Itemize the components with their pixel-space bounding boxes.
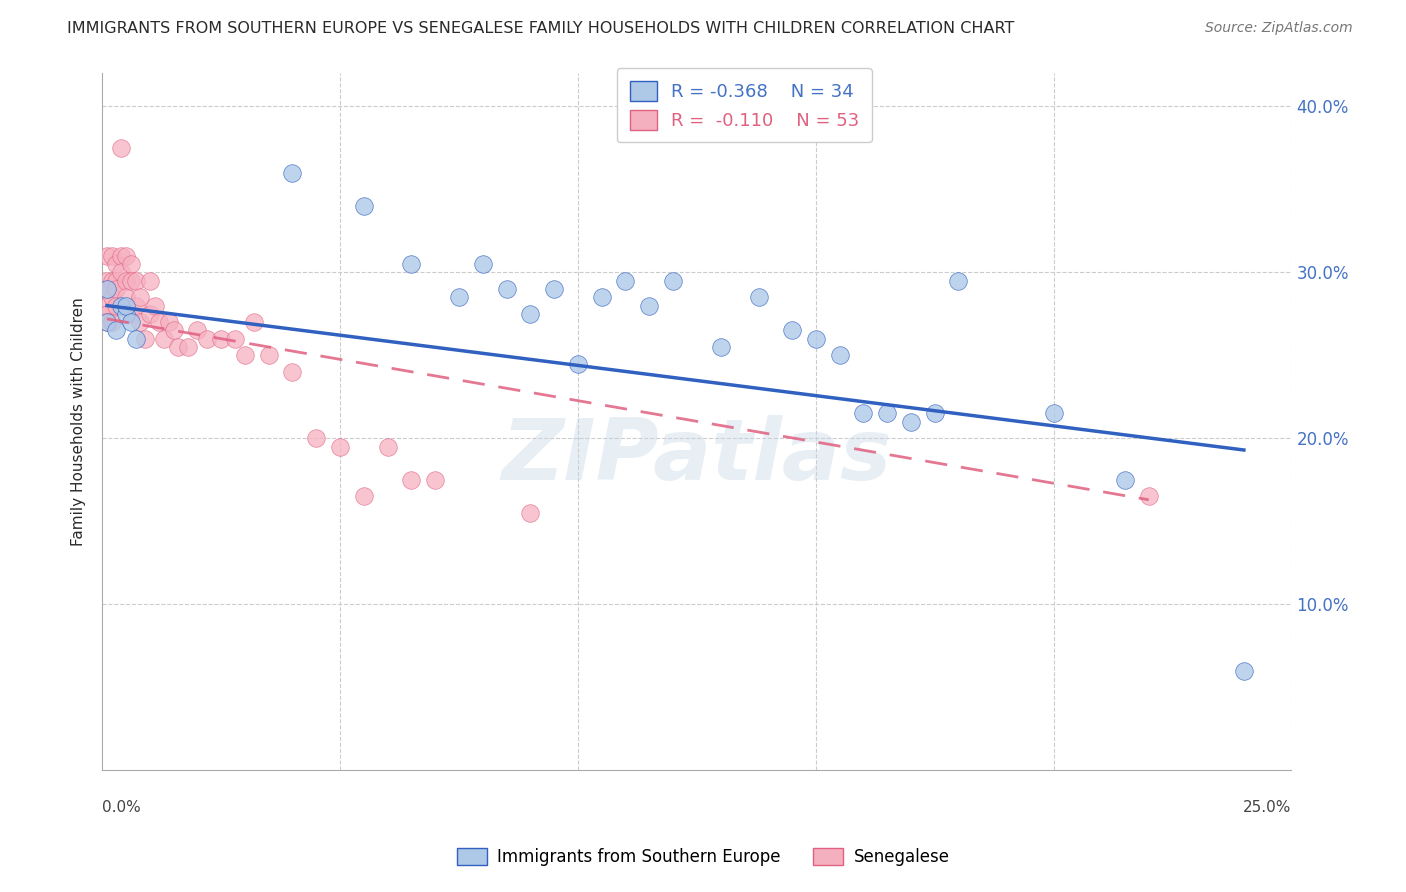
Point [233, 348, 256, 362]
Text: ZIPatlas: ZIPatlas [502, 415, 891, 498]
Point [139, 307, 162, 321]
Point [143, 299, 166, 313]
Point [96, 249, 118, 263]
Point [329, 440, 352, 454]
Point [638, 299, 661, 313]
Point [105, 324, 128, 338]
Point [224, 332, 246, 346]
Point [243, 315, 266, 329]
Point [425, 473, 447, 487]
Point [105, 274, 128, 288]
Point [120, 274, 142, 288]
Point [662, 274, 685, 288]
Point [519, 506, 541, 520]
Point [105, 257, 128, 271]
Point [447, 290, 470, 304]
Point [614, 274, 637, 288]
Point [186, 324, 208, 338]
Point [110, 141, 132, 155]
Point [100, 315, 122, 329]
Legend: Immigrants from Southern Europe, Senegalese: Immigrants from Southern Europe, Senegal… [450, 841, 956, 873]
Point [162, 324, 184, 338]
Point [1233, 664, 1256, 678]
Point [828, 348, 851, 362]
Point [305, 431, 328, 445]
Text: Source: ZipAtlas.com: Source: ZipAtlas.com [1205, 21, 1353, 36]
Text: IMMIGRANTS FROM SOUTHERN EUROPE VS SENEGALESE FAMILY HOUSEHOLDS WITH CHILDREN CO: IMMIGRANTS FROM SOUTHERN EUROPE VS SENEG… [67, 21, 1015, 37]
Point [124, 299, 146, 313]
Point [96, 307, 118, 321]
Point [209, 332, 232, 346]
Point [167, 340, 190, 354]
Point [780, 324, 803, 338]
Point [124, 274, 146, 288]
Point [377, 440, 399, 454]
Point [543, 282, 565, 296]
Point [115, 299, 138, 313]
Point [591, 290, 613, 304]
Point [100, 249, 122, 263]
Point [852, 407, 875, 421]
Point [567, 357, 589, 371]
Point [139, 274, 162, 288]
Point [120, 257, 142, 271]
Point [115, 274, 138, 288]
Point [519, 307, 541, 321]
Point [900, 415, 922, 429]
Point [96, 315, 118, 329]
Point [115, 307, 138, 321]
Point [876, 407, 898, 421]
Point [710, 340, 733, 354]
Point [100, 274, 122, 288]
Point [110, 265, 132, 279]
Point [96, 299, 118, 313]
Point [471, 257, 494, 271]
Point [110, 299, 132, 313]
Point [100, 290, 122, 304]
Point [129, 290, 152, 304]
Point [924, 407, 946, 421]
Point [353, 199, 375, 213]
Point [115, 290, 138, 304]
Point [134, 332, 156, 346]
Point [129, 315, 152, 329]
Point [401, 473, 423, 487]
Point [1042, 407, 1064, 421]
Text: 0.0%: 0.0% [103, 800, 141, 815]
Point [257, 348, 280, 362]
Y-axis label: Family Households with Children: Family Households with Children [72, 297, 86, 546]
Point [115, 249, 138, 263]
Point [281, 166, 304, 180]
Point [96, 282, 118, 296]
Point [153, 332, 176, 346]
Point [105, 299, 128, 313]
Legend: R = -0.368    N = 34, R =  -0.110    N = 53: R = -0.368 N = 34, R = -0.110 N = 53 [617, 69, 872, 143]
Point [804, 332, 827, 346]
Point [1114, 473, 1136, 487]
Point [495, 282, 517, 296]
Text: 25.0%: 25.0% [1243, 800, 1292, 815]
Point [124, 332, 146, 346]
Point [281, 365, 304, 379]
Point [110, 249, 132, 263]
Point [148, 315, 170, 329]
Point [96, 274, 118, 288]
Point [1137, 490, 1160, 504]
Point [120, 307, 142, 321]
Point [401, 257, 423, 271]
Point [948, 274, 970, 288]
Point [748, 290, 770, 304]
Point [96, 315, 118, 329]
Point [157, 315, 180, 329]
Point [120, 315, 142, 329]
Point [177, 340, 200, 354]
Point [353, 490, 375, 504]
Point [96, 282, 118, 296]
Point [195, 332, 218, 346]
Point [105, 282, 128, 296]
